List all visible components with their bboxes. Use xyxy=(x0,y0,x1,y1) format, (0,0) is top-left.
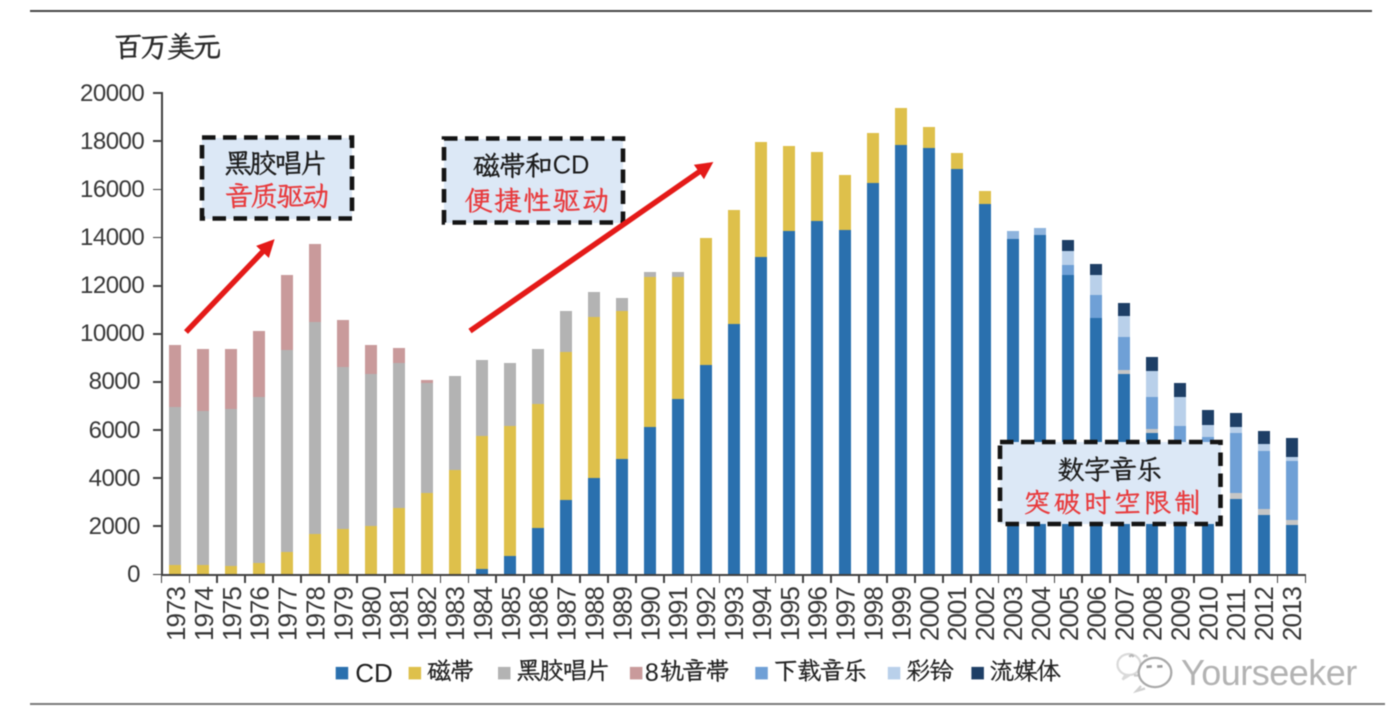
svg-text:1975: 1975 xyxy=(217,587,247,641)
svg-text:1979: 1979 xyxy=(328,587,358,641)
svg-text:2011: 2011 xyxy=(1221,589,1251,641)
svg-text:2005: 2005 xyxy=(1054,587,1084,641)
svg-text:1994: 1994 xyxy=(747,587,777,641)
svg-text:1980: 1980 xyxy=(356,587,386,641)
svg-text:1996: 1996 xyxy=(803,587,833,641)
svg-text:1990: 1990 xyxy=(635,587,665,641)
svg-text:1983: 1983 xyxy=(440,587,470,641)
svg-text:1992: 1992 xyxy=(691,587,721,641)
svg-text:2004: 2004 xyxy=(1026,587,1056,641)
svg-text:1985: 1985 xyxy=(496,587,526,641)
svg-text:1982: 1982 xyxy=(412,587,442,641)
svg-text:CD: CD xyxy=(355,658,393,688)
svg-text:1981: 1981 xyxy=(384,587,414,641)
svg-text:1989: 1989 xyxy=(607,587,637,641)
svg-text:2010: 2010 xyxy=(1193,587,1223,641)
svg-text:2013: 2013 xyxy=(1277,587,1307,641)
svg-text:1984: 1984 xyxy=(468,587,498,641)
svg-text:1993: 1993 xyxy=(719,587,749,641)
svg-text:1978: 1978 xyxy=(301,587,331,641)
svg-text:1986: 1986 xyxy=(524,587,554,641)
svg-text:CD: CD xyxy=(553,152,590,180)
svg-text:1976: 1976 xyxy=(245,587,275,641)
svg-text:2003: 2003 xyxy=(998,587,1028,641)
svg-text:2007: 2007 xyxy=(1110,587,1140,641)
svg-text:1973: 1973 xyxy=(161,587,191,641)
svg-text:1999: 1999 xyxy=(886,587,916,641)
svg-text:1974: 1974 xyxy=(189,587,219,641)
svg-text:1977: 1977 xyxy=(273,587,303,641)
svg-text:2006: 2006 xyxy=(1082,587,1112,641)
svg-text:1987: 1987 xyxy=(552,587,582,641)
svg-text:1998: 1998 xyxy=(859,587,889,641)
svg-text:1991: 1991 xyxy=(663,587,693,641)
svg-text:Yourseeker: Yourseeker xyxy=(1181,652,1357,693)
svg-text:2000: 2000 xyxy=(914,587,944,641)
svg-text:1988: 1988 xyxy=(580,587,610,641)
svg-text:1997: 1997 xyxy=(831,587,861,641)
svg-text:8: 8 xyxy=(645,659,659,687)
svg-text:1995: 1995 xyxy=(775,587,805,641)
svg-text:2009: 2009 xyxy=(1165,587,1195,641)
svg-text:2008: 2008 xyxy=(1138,587,1168,641)
svg-text:2001: 2001 xyxy=(942,587,972,641)
svg-text:2002: 2002 xyxy=(970,587,1000,641)
svg-text:2012: 2012 xyxy=(1249,587,1279,641)
